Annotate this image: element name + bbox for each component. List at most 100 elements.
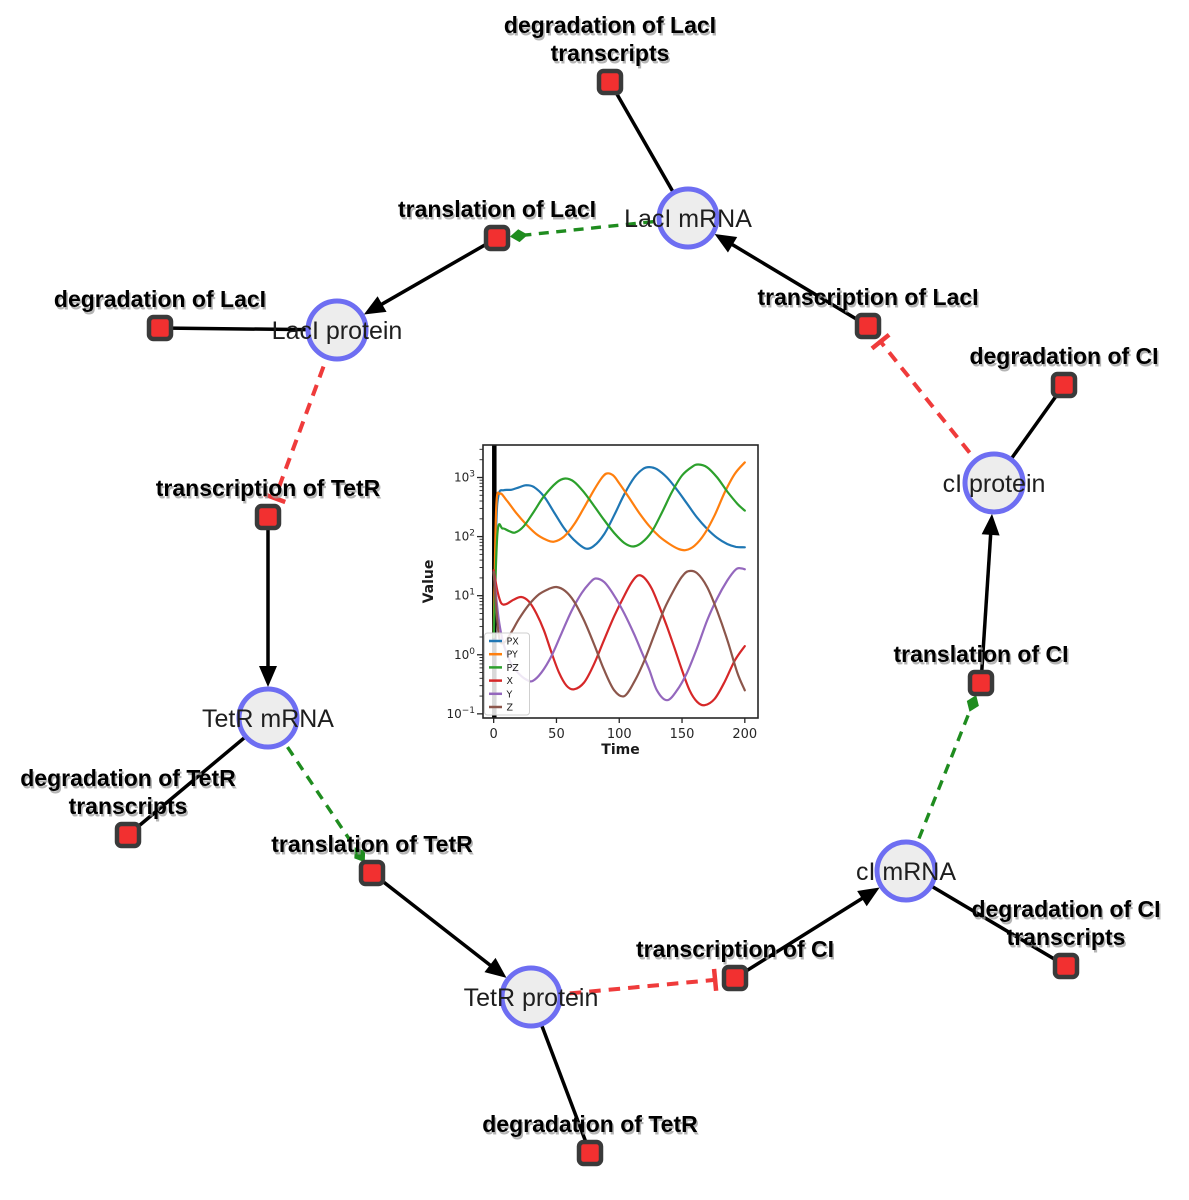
y-tick-label: 101 <box>454 588 475 603</box>
y-tick-label: 103 <box>454 470 475 485</box>
reaction-node-deg-laci-transcripts <box>596 68 624 96</box>
reaction-node-translation-ci <box>967 669 995 697</box>
reaction-label-transcription-ci: transcription of CI <box>636 936 834 962</box>
axes-frame <box>482 444 759 719</box>
reaction-label-deg-tetr-transcripts: degradation of TetR <box>20 765 236 791</box>
modifier-arrowhead <box>966 695 979 712</box>
reaction-label-shadow: degradation of CI <box>971 346 1160 372</box>
species-node-tetr-mrna <box>236 686 300 750</box>
reaction-node-transcription-tetr <box>254 503 282 531</box>
edge-transcription-ci-to-ci-mrna <box>734 887 880 980</box>
reaction-label-shadow: transcripts <box>552 43 671 69</box>
x-tick-label: 50 <box>548 727 565 742</box>
series-PZ <box>492 463 746 639</box>
edge-translation-tetr-to-tetr-protein <box>370 871 507 978</box>
reaction-label-deg-ci-transcripts: transcripts <box>1007 924 1126 950</box>
x-tick-label: 200 <box>732 727 757 742</box>
reaction-label-translation-laci: translation of LacI <box>398 196 596 222</box>
arrowhead <box>259 666 277 687</box>
inhibition-bar <box>711 968 719 992</box>
reaction-label-shadow: degradation of LacI <box>505 15 717 41</box>
reaction-node-translation-tetr <box>358 859 386 887</box>
reaction-label-shadow: degradation of TetR <box>22 768 238 794</box>
reaction-label-deg-laci-transcripts: degradation of LacI <box>504 12 716 38</box>
arrowhead <box>981 513 1000 536</box>
reaction-label-translation-tetr: translation of TetR <box>271 831 473 857</box>
reaction-label-shadow: transcripts <box>70 796 189 822</box>
reaction-label-deg-tetr-transcripts: transcripts <box>69 793 188 819</box>
reaction-node-transcription-ci <box>721 964 749 992</box>
arrowhead <box>714 233 738 253</box>
arrowhead <box>484 957 507 978</box>
arrowhead <box>857 887 880 907</box>
chart-legend: PX PY PZ XYZ <box>484 632 530 716</box>
inhibition-bar <box>870 332 891 351</box>
reaction-node-deg-ci <box>1050 371 1078 399</box>
y-tick-label: 102 <box>454 529 475 544</box>
legend-label-PY: PY <box>507 650 519 661</box>
legend-label-X: X <box>507 676 514 687</box>
legend-label-PX: PX <box>507 637 520 648</box>
species-node-laci-mrna <box>656 186 720 250</box>
species-node-laci-protein <box>305 298 369 362</box>
y-axis-label: Value <box>421 560 437 604</box>
x-tick-label: 100 <box>607 727 632 742</box>
reaction-label-deg-ci-transcripts: degradation of CI <box>971 896 1160 922</box>
species-label-ci-mrna: cI mRNA <box>856 858 956 886</box>
y-tick-label: 10−1 <box>446 706 475 721</box>
series-Z <box>492 569 746 698</box>
inset-chart: 0 50 100 150 20010−1100101102103TimeValuePXP… <box>421 430 772 770</box>
reaction-label-transcription-tetr: transcription of TetR <box>156 475 381 501</box>
legend-label-Y: Y <box>506 689 513 700</box>
reaction-label-translation-ci: translation of CI <box>893 641 1068 667</box>
reaction-node-deg-laci <box>146 314 174 342</box>
reaction-node-deg-tetr <box>576 1139 604 1167</box>
modifier-arrowhead <box>509 229 528 243</box>
reaction-label-shadow: transcripts <box>1008 927 1127 953</box>
x-tick-label: 150 <box>670 727 695 742</box>
reaction-label-shadow: degradation of LacI <box>55 289 267 315</box>
reaction-label-shadow: translation of CI <box>895 644 1070 670</box>
legend-label-Z: Z <box>507 703 514 714</box>
edge-ci-mrna-to-translation-ci <box>904 695 979 872</box>
edge-translation-laci-to-laci-protein <box>363 236 498 315</box>
reaction-label-shadow: degradation of TetR <box>484 1114 700 1140</box>
nodes-layer <box>114 68 1080 1167</box>
reaction-label-shadow: degradation of CI <box>973 899 1162 925</box>
x-axis-label: Time <box>601 742 639 758</box>
species-label-laci-protein: LacI protein <box>272 317 403 345</box>
reaction-label-deg-laci: degradation of LacI <box>54 286 266 312</box>
x-tick-label: 0 <box>490 727 498 742</box>
reaction-label-deg-tetr: degradation of TetR <box>482 1111 698 1137</box>
reaction-node-translation-laci <box>483 224 511 252</box>
species-label-tetr-protein: TetR protein <box>464 984 599 1012</box>
series-X <box>492 569 746 707</box>
reaction-label-shadow: transcription of TetR <box>157 478 382 504</box>
modifier-arrowhead <box>354 847 366 863</box>
species-node-tetr-protein <box>499 965 563 1029</box>
reaction-label-transcription-laci: transcription of LacI <box>757 284 978 310</box>
reaction-label-shadow: transcription of LacI <box>759 287 980 313</box>
reaction-label-deg-ci: degradation of CI <box>969 343 1158 369</box>
species-node-ci-protein <box>962 451 1026 515</box>
edge-transcription-tetr-to-tetr-mrna <box>259 517 277 687</box>
reaction-label-shadow: translation of LacI <box>399 199 597 225</box>
species-label-tetr-mrna: TetR mRNA <box>202 705 334 733</box>
species-node-ci-mrna <box>874 839 938 903</box>
legend-label-PZ: PZ <box>507 663 520 674</box>
inhibition-bar <box>263 492 287 505</box>
reaction-node-deg-ci-transcripts <box>1052 952 1080 980</box>
y-tick-label: 100 <box>454 647 475 662</box>
species-label-ci-protein: cI protein <box>943 470 1046 498</box>
reaction-node-deg-tetr-transcripts <box>114 821 142 849</box>
reaction-node-transcription-laci <box>854 312 882 340</box>
edge-tetr-protein-to-transcription-ci <box>530 968 719 999</box>
edge-transcription-laci-to-laci-mrna <box>714 233 869 328</box>
edge-translation-ci-to-ci-protein <box>979 513 1000 684</box>
species-label-laci-mrna: LacI mRNA <box>624 205 752 233</box>
series-PY <box>492 461 746 639</box>
series-PX <box>492 465 746 639</box>
